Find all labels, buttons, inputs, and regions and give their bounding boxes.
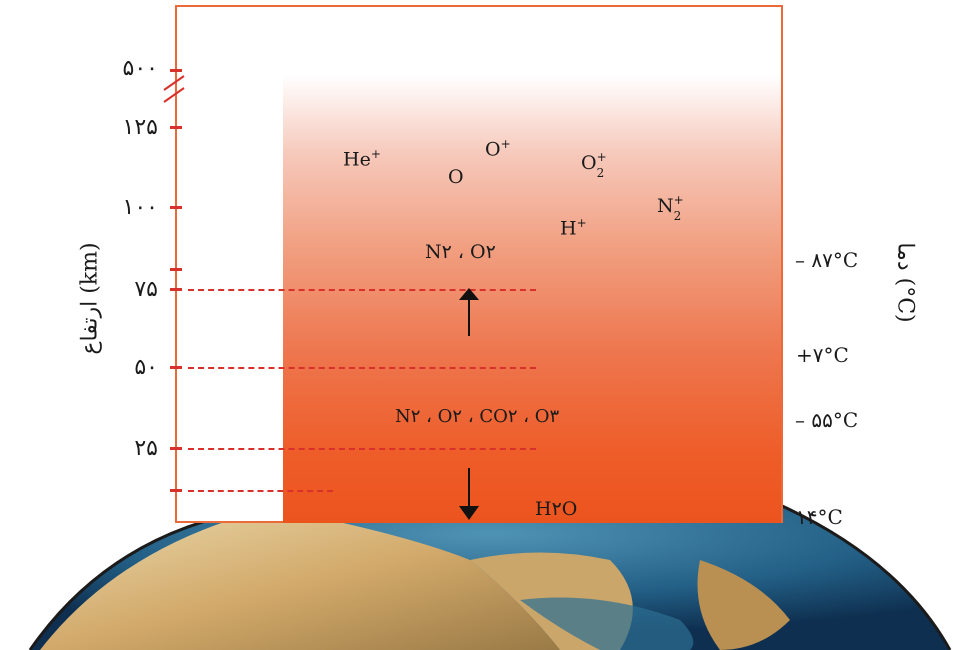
- label-o-plus: O+: [485, 137, 511, 161]
- y-axis-title: ارتفاع (km): [77, 242, 103, 355]
- y-tick-75: [170, 288, 182, 291]
- y-tick-500: [170, 69, 182, 72]
- temp-label-1: – ۸۷°C: [795, 248, 859, 272]
- temp-label-4: ۱۴°C: [796, 505, 843, 529]
- boundary-line-low: [188, 490, 333, 492]
- y-label-75: ۷۵: [134, 277, 158, 302]
- axis-break-mark: [163, 75, 185, 103]
- label-o2-plus: O + 2: [581, 150, 607, 180]
- boundary-line-25: [188, 448, 536, 450]
- temp-label-3: – ۵۵°C: [795, 408, 859, 432]
- y-label-100: ۱۰۰: [122, 195, 158, 220]
- down-arrow-icon: [459, 468, 479, 520]
- label-water: H۲O: [535, 498, 578, 520]
- y-tick-mid: [170, 268, 182, 271]
- y-label-25: ۲۵: [134, 436, 158, 461]
- label-n2-plus: N + 2: [657, 193, 684, 223]
- label-he-plus: He+: [343, 147, 381, 171]
- temp-label-2: +۷°C: [796, 343, 849, 367]
- label-h-plus: H+: [560, 216, 587, 240]
- label-o: O: [448, 166, 464, 188]
- y-tick-50: [170, 366, 182, 369]
- temperature-axis-title: دما (°C): [892, 242, 918, 323]
- label-lower-mix: N۲ ، O۲ ، CO۲ ، O۳: [395, 406, 560, 427]
- boundary-line-50: [188, 367, 536, 369]
- y-tick-low: [170, 489, 182, 492]
- y-tick-25: [170, 447, 182, 450]
- y-label-500: ۵۰۰: [122, 56, 158, 81]
- up-arrow-icon: [459, 288, 479, 336]
- label-upper-mix: N۲ ، O۲: [425, 241, 496, 263]
- y-tick-125: [170, 126, 182, 129]
- y-tick-100: [170, 206, 182, 209]
- y-label-50: ۵۰: [134, 355, 158, 380]
- boundary-line-75: [188, 289, 536, 291]
- y-label-125: ۱۲۵: [122, 115, 158, 140]
